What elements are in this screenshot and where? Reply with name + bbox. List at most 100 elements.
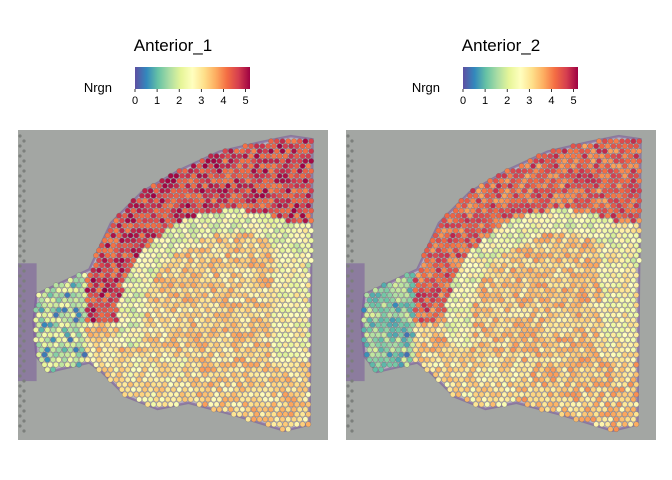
spot <box>584 327 591 333</box>
spot <box>621 183 628 189</box>
spot <box>613 336 620 343</box>
spot <box>613 247 620 254</box>
spot <box>415 351 422 358</box>
spot <box>139 232 145 239</box>
spot <box>578 297 585 303</box>
spot <box>33 327 39 333</box>
spot <box>308 178 315 184</box>
spot <box>147 277 154 284</box>
spot <box>590 217 597 224</box>
spot <box>619 297 625 303</box>
spot <box>383 307 390 313</box>
spot <box>187 227 194 234</box>
spot <box>455 292 462 298</box>
spot <box>55 336 62 343</box>
spot <box>302 178 309 184</box>
spot <box>613 396 620 403</box>
spot <box>363 351 370 358</box>
spot <box>250 376 257 383</box>
spot <box>547 153 554 159</box>
spot <box>104 351 111 358</box>
spot <box>248 153 254 159</box>
spot <box>193 257 200 264</box>
spot <box>230 202 237 209</box>
spot <box>607 197 614 204</box>
spot <box>259 401 266 408</box>
spot <box>409 351 416 358</box>
spot <box>593 371 600 378</box>
spot <box>262 277 269 284</box>
spot <box>458 287 465 294</box>
slide-edge-dot <box>18 304 22 308</box>
spot <box>490 202 496 209</box>
spot <box>576 401 582 408</box>
spot <box>296 158 303 164</box>
spot <box>167 212 174 219</box>
spot <box>484 322 491 328</box>
spot <box>547 222 554 229</box>
spot <box>544 178 551 184</box>
spot <box>553 341 559 348</box>
spot <box>107 277 114 284</box>
spot <box>282 322 289 328</box>
spot <box>498 376 505 383</box>
spot <box>144 302 151 308</box>
spot <box>205 307 211 313</box>
spot <box>427 302 433 308</box>
spot <box>392 332 399 338</box>
spot <box>495 222 502 229</box>
spot <box>558 183 565 189</box>
spot <box>207 332 214 338</box>
spot <box>288 252 294 259</box>
spot <box>452 327 459 333</box>
spot <box>262 327 269 333</box>
spot <box>210 406 217 413</box>
spot <box>458 376 465 383</box>
spot <box>236 411 243 418</box>
spot <box>199 197 206 204</box>
spot <box>296 287 303 294</box>
spot <box>518 192 525 199</box>
spot <box>613 217 620 224</box>
spot <box>296 227 303 234</box>
spot <box>401 356 407 363</box>
spot <box>524 192 531 199</box>
spot <box>64 341 71 348</box>
slide-edge-dot <box>350 359 354 363</box>
spot <box>76 341 82 348</box>
spot <box>610 252 617 259</box>
spot <box>113 376 120 383</box>
spot <box>524 401 531 408</box>
spot <box>435 376 442 383</box>
spot <box>421 341 427 348</box>
spot <box>253 381 260 388</box>
spot <box>461 391 468 398</box>
spot <box>576 371 582 378</box>
spot <box>515 277 522 284</box>
spot <box>190 351 197 358</box>
spot <box>142 346 148 353</box>
spot <box>96 366 102 373</box>
spot <box>76 361 82 368</box>
spot <box>621 351 628 358</box>
spot <box>253 183 260 189</box>
spot <box>556 336 562 343</box>
spot <box>599 391 605 398</box>
spot <box>507 332 513 338</box>
spot <box>441 277 448 284</box>
spot <box>67 356 74 363</box>
spot <box>162 262 168 269</box>
spot <box>268 376 274 383</box>
spot <box>467 252 473 259</box>
spot <box>219 242 226 249</box>
spot <box>573 207 579 214</box>
spot <box>458 267 465 274</box>
spot <box>395 346 402 353</box>
spot <box>216 158 223 164</box>
spot <box>291 148 297 154</box>
spot <box>616 262 622 269</box>
spot <box>501 173 508 179</box>
spot <box>561 277 568 284</box>
spot <box>90 307 97 313</box>
spot <box>521 297 528 303</box>
